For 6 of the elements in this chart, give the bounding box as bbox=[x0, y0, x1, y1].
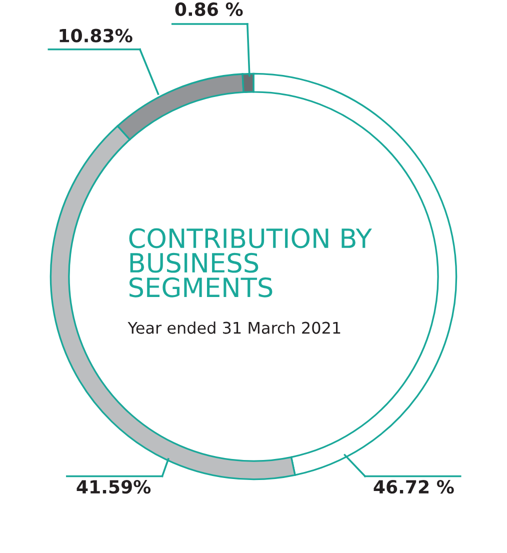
text: Year ended 31 March 2021 bbox=[128, 322, 340, 334]
data-label: 46.72 % bbox=[374, 480, 454, 494]
data-label: 0.86 % bbox=[175, 2, 243, 16]
data-label: 10.83% bbox=[60, 28, 132, 42]
data-label: 41.59% bbox=[76, 480, 151, 494]
text: CONTRIBUTION BY BUSINESS SEGMENTS bbox=[129, 228, 372, 298]
